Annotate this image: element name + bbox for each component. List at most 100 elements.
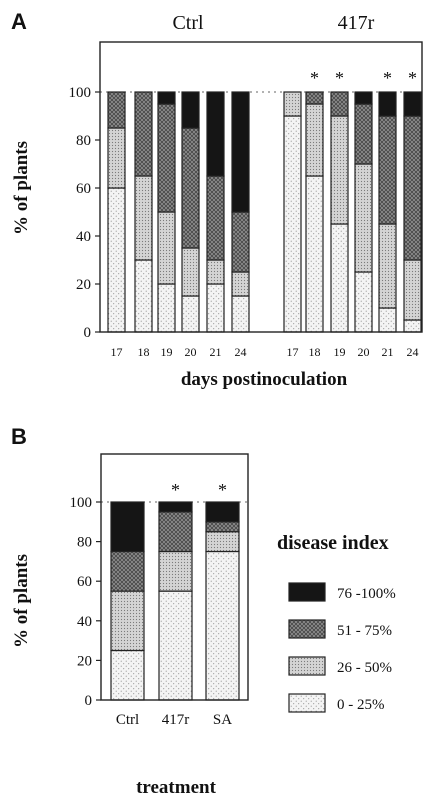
legend-label-0-25: 0 - 25% [337,697,385,713]
panel-b-significance-star-2: * [171,480,180,500]
panel-a-bar-8-0-25 [305,175,324,333]
legend-title: disease index [277,532,389,554]
panel-b-bars: 0 20 40 60 80 100 Ctrl 417r * SA * [70,480,240,728]
panel-b-bar-3-26-50 [205,531,240,553]
panel-b-ytick-label-0: 0 [85,693,93,709]
panel-a-bar-11-76-100 [378,91,397,117]
panel-b-ytick-label-20: 20 [77,653,92,669]
panel-a-bar-5-0-25 [206,283,225,333]
y-axis-title-b: % of plants [11,554,32,648]
panel-b-bar-3-76-100 [205,501,240,523]
panel-a-bar-7-26-50 [283,91,302,117]
panel-a-bar-9-26-50 [330,115,349,225]
x-axis-title-a: days postinoculation [181,369,348,390]
panel-b-frame [100,453,249,701]
panel-a-bar-2-0-25 [134,259,153,333]
panel-b-bar-3-0-25 [205,550,240,701]
y-axis-title-a: % of plants [11,141,32,235]
panel-letter-a: A [11,9,27,34]
panel-b-bar-2-0-25 [158,590,193,701]
panel-b-ytick-label-100: 100 [70,495,93,511]
legend-swatch-26-50 [288,656,326,676]
legend-label-51-75: 51 - 75% [337,623,392,639]
panel-a-bar-10-51-75 [354,103,373,165]
panel-a-x-label-12: 24 [407,345,419,359]
panel-a-bar-11-0-25 [378,307,397,333]
panel-a-bar-10-0-25 [354,271,373,333]
panel-a-x-label-4: 20 [185,345,197,359]
legend: 76 -100% 51 - 75% 26 - 50% 0 - 25% [288,582,396,713]
panel-a-bar-12-26-50 [403,259,422,321]
group-title-417r: 417r [338,12,375,34]
panel-a-bar-4-0-25 [181,295,200,333]
panel-a-bar-6-76-100 [231,91,250,213]
panel-b-bar-1-76-100 [110,501,145,553]
panel-a-significance-star-9: * [335,68,344,88]
legend-label-76-100: 76 -100% [337,586,396,602]
panel-a-ytick-label-20: 20 [76,277,91,293]
panel-a-bar-1-51-75 [107,91,126,129]
x-axis-title-b: treatment [136,777,217,798]
panel-a-bar-3-26-50 [157,211,176,285]
panel-a-bar-3-51-75 [157,103,176,213]
panel-a-bar-12-76-100 [403,91,422,117]
panel-a-bar-12-0-25 [403,319,422,333]
panel-a-bar-6-51-75 [231,211,250,273]
panel-a-x-label-5: 21 [210,345,222,359]
panel-a-x-label-6: 24 [235,345,247,359]
panel-a-significance-star-8: * [310,68,319,88]
panel-a-bar-8-26-50 [305,103,324,177]
panel-a-bar-2-51-75 [134,91,153,177]
panel-b-bar-1-51-75 [110,550,145,592]
panel-b-ytick-label-40: 40 [77,614,92,630]
panel-a-bar-9-51-75 [330,91,349,117]
panel-a-bar-5-26-50 [206,259,225,285]
panel-a-significance-star-11: * [383,68,392,88]
panel-a-x-label-9: 19 [334,345,346,359]
panel-a-bar-4-51-75 [181,127,200,249]
panel-a-ytick-label-80: 80 [76,133,91,149]
panel-a-bar-3-76-100 [157,91,176,105]
panel-a-x-label-8: 18 [309,345,321,359]
legend-swatch-76-100 [288,582,326,602]
panel-a-bar-3-0-25 [157,283,176,333]
panel-b-bar-1-26-50 [110,590,145,652]
panel-a-bar-8-51-75 [305,91,324,105]
panel-a-bar-7-0-25 [283,115,302,333]
panel-a-bar-2-26-50 [134,175,153,261]
panel-a-x-label-10: 20 [358,345,370,359]
panel-b-significance-star-3: * [218,480,227,500]
panel-a-bars: 0 20 40 60 80 100 17 18 19 20 21 24 17 18 * 19 * 20 21 * 24 * [69,68,422,359]
panel-a-bar-6-0-25 [231,295,250,333]
legend-swatch-0-25 [288,693,326,713]
panel-b-x-label-1: Ctrl [116,712,139,728]
panel-b-x-label-3: SA [213,712,232,728]
panel-a-bar-11-26-50 [378,223,397,309]
panel-a-bar-12-51-75 [403,115,422,261]
panel-a-x-label-7: 17 [287,345,299,359]
legend-label-26-50: 26 - 50% [337,660,392,676]
panel-b-bar-2-26-50 [158,550,193,592]
panel-a-bar-6-26-50 [231,271,250,297]
panel-a-x-label-1: 17 [111,345,123,359]
panel-a-bar-5-51-75 [206,175,225,261]
panel-b-ytick-label-80: 80 [77,535,92,551]
panel-b-bar-1-0-25 [110,649,145,701]
legend-swatch-51-75 [288,619,326,639]
panel-a-x-label-11: 21 [382,345,394,359]
panel-letter-b: B [11,424,27,449]
panel-a-frame [99,41,423,333]
group-title-ctrl: Ctrl [172,12,204,34]
panel-a-significance-star-12: * [408,68,417,88]
panel-b-bar-3-51-75 [205,521,240,533]
panel-a-ytick-label-100: 100 [69,85,92,101]
panel-a-bar-1-0-25 [107,187,126,333]
panel-a-bar-1-26-50 [107,127,126,189]
panel-a-x-label-3: 19 [161,345,173,359]
panel-a-bar-5-76-100 [206,91,225,177]
panel-a-ytick-label-0: 0 [84,325,92,341]
panel-a-bar-4-76-100 [181,91,200,129]
panel-b-ytick-label-60: 60 [77,574,92,590]
panel-a-ytick-label-60: 60 [76,181,91,197]
